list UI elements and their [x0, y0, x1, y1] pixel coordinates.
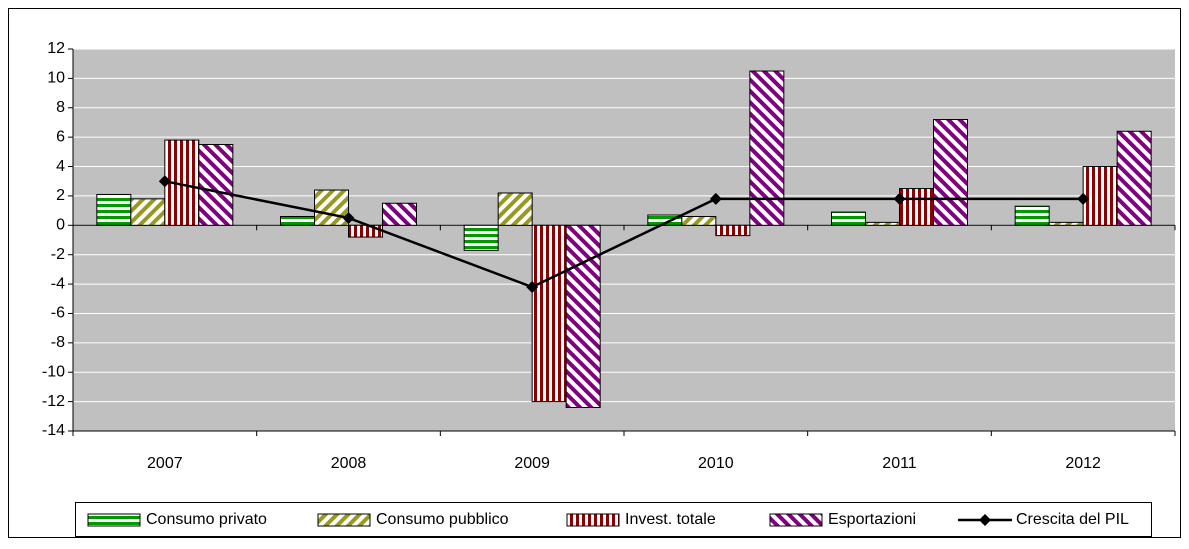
legend-label: Consumo privato [146, 511, 267, 528]
y-tick-label: -14 [42, 422, 65, 439]
legend-label: Invest. totale [625, 511, 716, 528]
bar [749, 70, 785, 226]
y-tick-label: -2 [51, 246, 65, 263]
bar [463, 224, 499, 251]
x-tick-label: 2011 [882, 455, 917, 472]
x-tick-label: 2007 [147, 455, 183, 472]
bar [314, 189, 349, 226]
y-tick-label: 8 [56, 99, 65, 116]
legend-marker [979, 514, 991, 526]
x-tick-label: 2010 [698, 455, 734, 472]
y-tick-label: 10 [47, 70, 65, 87]
line-marker [709, 192, 722, 205]
line-marker [1077, 192, 1090, 205]
x-tick-label: 2008 [331, 455, 367, 472]
y-tick-label: -4 [51, 275, 65, 292]
bar [1116, 130, 1152, 226]
x-tick-label: 2009 [514, 455, 550, 472]
bar [899, 188, 934, 226]
bar [831, 211, 866, 226]
x-tick-label: 2012 [1065, 455, 1101, 472]
y-tick-label: -8 [51, 334, 65, 351]
line-marker [342, 211, 355, 224]
bar [933, 119, 968, 226]
legend-swatch [317, 513, 371, 527]
bar [130, 198, 166, 226]
line-marker [893, 192, 906, 205]
y-tick-label: -12 [42, 393, 65, 410]
y-tick-label: 4 [56, 158, 65, 175]
y-tick-label: 2 [56, 187, 65, 204]
bar [531, 224, 567, 403]
legend-label: Crescita del PIL [1016, 511, 1129, 528]
legend-swatch [87, 513, 141, 527]
line-series [164, 180, 1084, 289]
bar [681, 215, 717, 226]
legend-label: Consumo pubblico [376, 511, 509, 528]
y-tick-label: -10 [42, 363, 65, 380]
bar [1082, 166, 1118, 226]
plot-area [73, 49, 1175, 431]
y-tick-label: 0 [56, 217, 65, 234]
y-tick-label: 12 [47, 40, 65, 57]
bar [198, 144, 234, 226]
legend-swatch [566, 513, 620, 527]
y-tick-label: 6 [56, 128, 65, 145]
bar [1014, 205, 1050, 226]
y-tick-label: -6 [51, 305, 65, 322]
bar [348, 224, 383, 238]
bar [497, 192, 533, 226]
bar [1048, 221, 1084, 226]
legend-swatch [769, 513, 823, 527]
bar [565, 224, 601, 408]
bar [715, 224, 751, 237]
legend-label: Esportazioni [828, 511, 916, 528]
bar [382, 202, 417, 226]
bar [96, 193, 132, 226]
bar [280, 215, 315, 226]
bar [865, 221, 900, 226]
line-marker [526, 281, 539, 294]
line-marker [158, 175, 171, 188]
